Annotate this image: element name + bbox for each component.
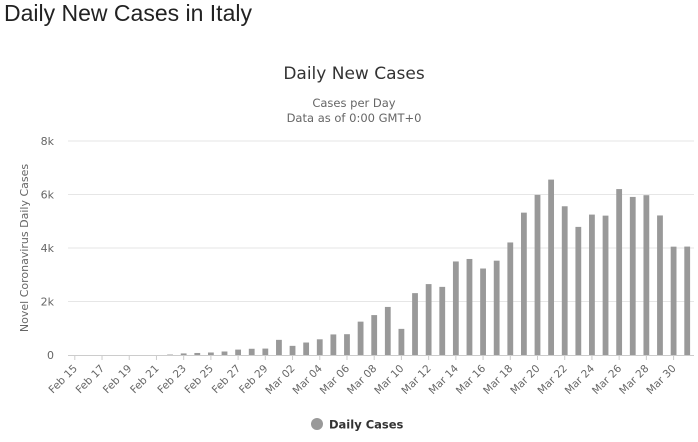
bar[interactable] — [684, 246, 691, 355]
x-tick-label: Feb 27 — [210, 363, 243, 396]
bar[interactable] — [589, 214, 595, 355]
x-tick-label: Feb 25 — [183, 363, 216, 396]
bar[interactable] — [670, 246, 677, 355]
bar[interactable] — [221, 351, 228, 356]
grid-lines — [68, 140, 694, 302]
bar[interactable] — [235, 349, 242, 355]
bar[interactable] — [248, 348, 255, 355]
bar[interactable] — [466, 258, 473, 355]
bar[interactable] — [520, 212, 527, 355]
y-tick-label: 0 — [47, 349, 54, 362]
bar[interactable] — [207, 352, 214, 355]
y-tick-label: 2k — [41, 296, 55, 309]
page-title: Daily New Cases in Italy — [4, 0, 252, 26]
legend-item-daily-cases[interactable]: Daily Cases — [311, 418, 404, 432]
bar[interactable] — [276, 339, 282, 355]
legend-marker — [311, 418, 323, 430]
y-tick-label: 6k — [41, 189, 55, 202]
bar[interactable] — [371, 315, 378, 355]
x-tick-label: Feb 23 — [155, 363, 188, 396]
bar[interactable] — [493, 260, 500, 355]
bar[interactable] — [384, 306, 391, 355]
y-tick-label: 4k — [41, 242, 55, 255]
x-tick-label: Feb 17 — [74, 363, 107, 396]
bar[interactable] — [330, 334, 337, 355]
bar[interactable] — [289, 345, 296, 355]
bar[interactable] — [316, 339, 323, 355]
x-axis — [68, 355, 694, 360]
x-tick-label: Mar 18 — [481, 363, 515, 397]
legend-label: Daily Cases — [329, 418, 404, 432]
y-tick-labels: 0 2k 4k 6k 8k — [41, 135, 55, 362]
bars — [167, 179, 691, 356]
bar[interactable] — [561, 206, 568, 355]
bar[interactable] — [548, 179, 555, 355]
bar[interactable] — [616, 189, 623, 355]
chart-subtitle-line2: Data as of 0:00 GMT+0 — [287, 111, 422, 125]
chart-subtitle-line1: Cases per Day — [312, 96, 395, 110]
bar[interactable] — [452, 261, 459, 355]
bar[interactable] — [412, 293, 418, 355]
bar[interactable] — [575, 226, 582, 355]
x-tick-label: Feb 15 — [46, 363, 79, 396]
x-tick-label: Feb 19 — [101, 363, 134, 396]
y-axis-label: Novel Coronavirus Daily Cases — [18, 164, 31, 332]
x-tick-label: Feb 21 — [128, 363, 161, 396]
y-tick-label: 8k — [41, 135, 55, 148]
bar[interactable] — [629, 196, 636, 355]
bar[interactable] — [180, 353, 187, 355]
chart-title: Daily New Cases — [283, 64, 425, 84]
bar[interactable] — [344, 334, 350, 355]
bar[interactable] — [643, 195, 650, 355]
bar[interactable] — [194, 352, 201, 355]
bar[interactable] — [439, 286, 446, 355]
x-tick-label: Mar 30 — [644, 363, 678, 397]
bar[interactable] — [398, 328, 405, 355]
bar[interactable] — [425, 284, 432, 355]
bar[interactable] — [480, 268, 486, 355]
bar[interactable] — [657, 215, 663, 355]
bar[interactable] — [357, 321, 364, 355]
bar[interactable] — [303, 342, 310, 355]
bar[interactable] — [534, 194, 541, 355]
bar[interactable] — [602, 215, 609, 355]
bar[interactable] — [262, 348, 269, 355]
bar[interactable] — [507, 242, 514, 355]
